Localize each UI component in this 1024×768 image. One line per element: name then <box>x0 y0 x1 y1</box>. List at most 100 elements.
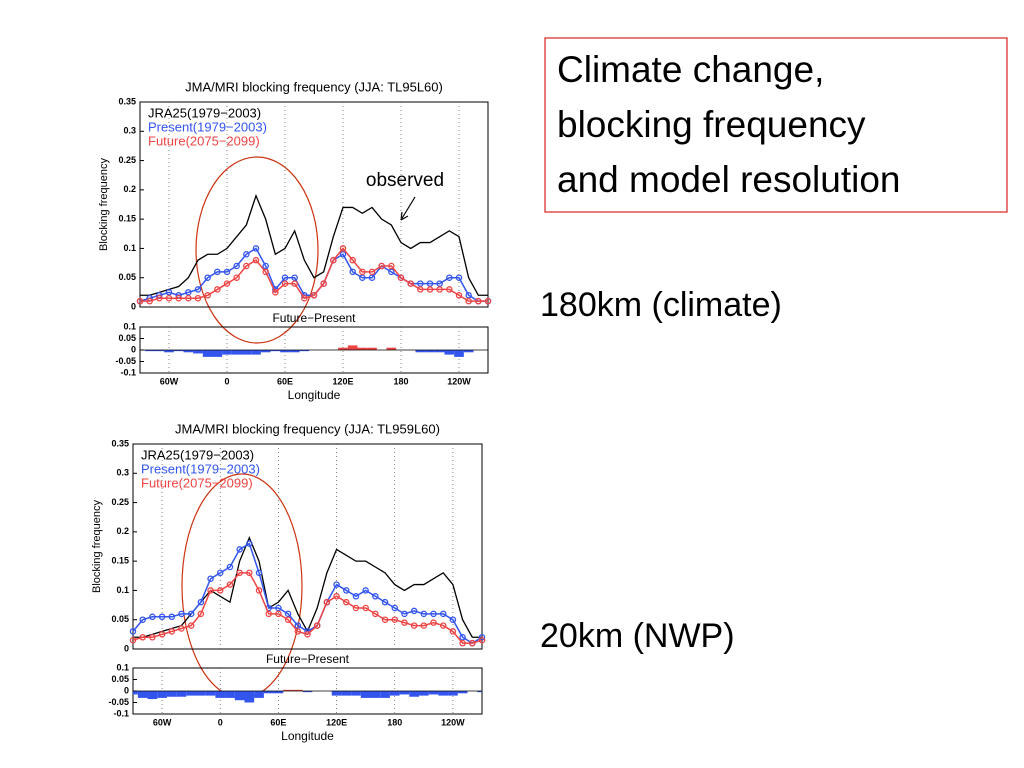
series-marker <box>343 598 350 606</box>
series-marker <box>410 607 418 615</box>
series-marker <box>397 274 405 281</box>
resolution-label: 20km (NWP) <box>540 617 735 655</box>
diff-bar <box>386 347 397 350</box>
y-tick-label: 0.25 <box>118 155 136 165</box>
series-marker <box>368 274 376 281</box>
chart-title: JMA/MRI blocking frequency (JJA: TL959L6… <box>175 421 440 436</box>
series-marker <box>178 625 185 632</box>
series-marker <box>372 593 379 600</box>
series-line <box>140 193 488 296</box>
series-marker <box>175 294 182 302</box>
diff-bar <box>173 350 184 352</box>
series-marker <box>469 639 476 647</box>
plot-frame <box>132 443 483 650</box>
series-marker <box>165 289 173 296</box>
diff-bar <box>434 350 445 353</box>
series-marker <box>275 604 282 612</box>
diff-bar <box>331 691 342 696</box>
diff-bar <box>428 691 439 695</box>
series-marker <box>243 251 250 258</box>
x-tick-label: 120E <box>326 717 347 727</box>
series-marker <box>214 286 221 293</box>
y-tick-label: 0.2 <box>123 184 136 194</box>
series-marker <box>349 256 356 264</box>
series-marker <box>339 251 347 258</box>
diff-bar <box>454 350 464 357</box>
series-marker <box>243 262 250 270</box>
series-marker <box>246 540 253 547</box>
diff-y-tick-label: 0.05 <box>111 674 129 684</box>
diff-bar <box>438 691 449 696</box>
series-marker <box>136 297 144 305</box>
diff-bar <box>166 691 177 697</box>
series-marker <box>426 280 434 287</box>
y-tick-label: 0.1 <box>123 243 136 253</box>
legend-entry: Future(2075−2099) <box>148 133 260 148</box>
diff-bar <box>215 691 226 698</box>
slide-title-line: blocking frequency <box>557 104 866 145</box>
diff-bar <box>231 350 242 355</box>
chart-title: JMA/MRI blocking frequency (JJA: TL95L60… <box>185 79 443 94</box>
series-marker <box>430 619 437 626</box>
series-marker <box>352 604 360 612</box>
diff-bar <box>144 350 155 352</box>
y-axis-label: Blocking frequency <box>91 500 103 593</box>
x-tick-label: 180 <box>387 717 402 727</box>
x-tick-label: 60W <box>153 717 172 727</box>
annotation-arrow <box>400 196 416 221</box>
diff-bar <box>241 350 252 355</box>
series-marker <box>362 604 369 612</box>
series-marker <box>168 628 176 635</box>
series-marker <box>381 616 389 623</box>
series-marker <box>301 294 308 302</box>
y-tick-label: 0.25 <box>111 497 129 507</box>
series-marker <box>333 581 340 588</box>
series-marker <box>362 587 369 594</box>
diff-bar <box>347 345 358 350</box>
series-marker <box>455 292 463 299</box>
y-tick-label: 0.2 <box>116 526 129 536</box>
x-tick-label: 60W <box>160 376 179 386</box>
diff-bar <box>357 347 368 350</box>
series-marker <box>381 598 389 606</box>
series-marker <box>216 569 224 577</box>
series-marker <box>294 622 302 629</box>
series-marker <box>359 268 366 276</box>
diff-bar <box>164 350 174 353</box>
y-axis-label: Blocking frequency <box>98 158 110 251</box>
series-marker <box>223 268 231 276</box>
series-marker <box>129 636 137 644</box>
series-marker <box>372 610 379 618</box>
series-marker <box>313 622 321 629</box>
diff-bar <box>225 691 235 698</box>
series-marker <box>388 268 395 276</box>
series-line <box>132 572 483 644</box>
series-marker <box>216 587 224 594</box>
diff-bar <box>263 691 274 694</box>
legend-entry: JRA25(1979−2003) <box>148 105 261 120</box>
diff-bar <box>380 691 390 698</box>
series-marker <box>352 593 360 600</box>
series-marker <box>391 616 398 623</box>
series-marker <box>388 262 395 270</box>
diff-bar <box>186 691 197 696</box>
diff-bar <box>477 691 482 693</box>
y-tick-label: 0.05 <box>118 272 136 282</box>
series-marker <box>407 280 414 287</box>
diff-bar <box>133 691 138 695</box>
series-marker <box>233 274 240 281</box>
diff-bar <box>154 350 165 352</box>
series-marker <box>214 268 221 276</box>
series-marker <box>272 289 279 296</box>
series-marker <box>430 610 437 618</box>
series-marker <box>252 245 260 252</box>
series-marker <box>226 563 234 571</box>
series-marker <box>129 628 137 635</box>
series-marker <box>197 598 205 606</box>
diff-y-tick-label: -0.1 <box>113 708 129 718</box>
series-marker <box>194 294 202 302</box>
slide-title-line: Climate change, <box>557 49 824 90</box>
series-marker <box>236 546 243 553</box>
series-marker <box>320 280 327 287</box>
y-tick-label: 0.05 <box>111 614 129 624</box>
